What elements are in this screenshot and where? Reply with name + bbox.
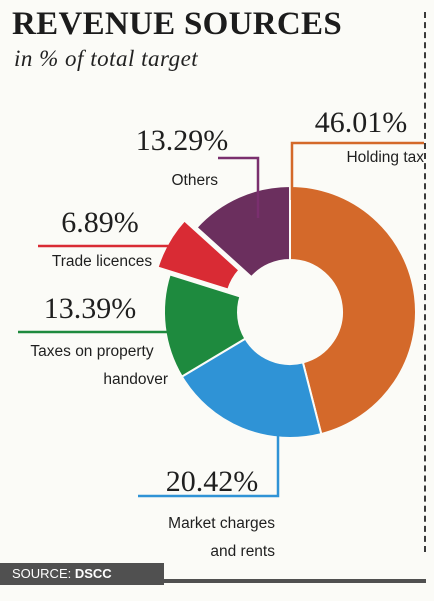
dashed-divider: [424, 12, 426, 552]
leader-line-market-charges: [138, 432, 280, 498]
category-label-taxes-on-property: handover: [103, 371, 168, 388]
slice-taxes-on-property: [163, 273, 247, 378]
chart-subtitle: in % of total target: [14, 46, 199, 71]
leader-line-holding-tax: [290, 141, 424, 200]
source-value: DSCC: [74, 566, 112, 581]
value-label-taxes-on-property: 13.39%: [44, 292, 137, 325]
category-label-holding-tax: Holding tax: [346, 149, 424, 166]
slice-trade-licences: [156, 219, 241, 291]
category-label-trade-licences: Trade licences: [52, 253, 152, 270]
source-underline: [164, 579, 426, 583]
category-label-others: Others: [171, 172, 218, 189]
value-label-others: 13.29%: [136, 124, 229, 157]
category-label-taxes-on-property: Taxes on property: [30, 343, 153, 360]
source-credit: SOURCE: DSCC: [0, 563, 164, 585]
leader-line-others: [218, 156, 260, 218]
slice-market-charges: [180, 337, 323, 439]
category-label-market-charges: and rents: [210, 543, 275, 560]
slice-holding-tax: [289, 184, 417, 436]
slice-others: [195, 184, 291, 279]
value-label-market-charges: 20.42%: [166, 465, 259, 498]
category-label-market-charges: Market charges: [168, 515, 275, 532]
value-label-trade-licences: 6.89%: [61, 206, 139, 239]
value-label-holding-tax: 46.01%: [315, 106, 408, 139]
chart-title: REVENUE SOURCES: [12, 6, 342, 42]
source-label: SOURCE:: [12, 566, 72, 581]
